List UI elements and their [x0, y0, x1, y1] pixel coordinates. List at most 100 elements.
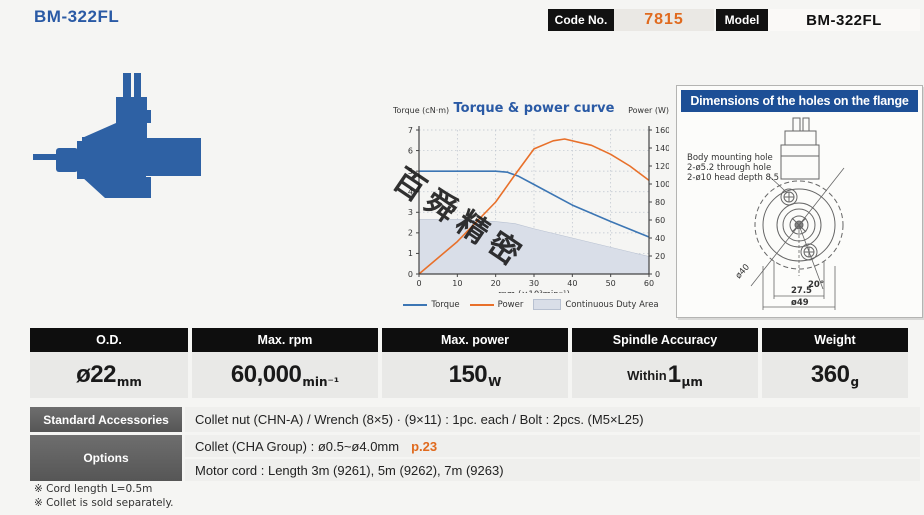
- standard-accessories-label: Standard Accessories: [30, 407, 182, 432]
- model-value: BM-322FL: [768, 9, 920, 31]
- torque-power-chart: 0 1 2 3 4 5 6 7 0 20 40 60 80 100 120 140 160 0 10 20 30 40 50…: [386, 97, 670, 313]
- options-stack: Collet (CHA Group) : ø0.5~ø4.0mm p.23 Moto…: [185, 435, 920, 481]
- svg-text:40: 40: [655, 234, 665, 243]
- spec-value-number: 60,000: [230, 361, 302, 388]
- legend-item-torque: Torque: [403, 299, 460, 310]
- spec-header-cell: Max. rpm: [192, 328, 378, 352]
- series-line-power: [418, 138, 650, 275]
- svg-text:3: 3: [408, 208, 413, 217]
- spec-value-unit: g: [850, 375, 860, 389]
- spec-value-cell: Within 1 μm: [572, 352, 758, 398]
- svg-text:120: 120: [655, 162, 669, 171]
- footnotes: ※ Cord length L=0.5m ※ Collet is sold se…: [34, 482, 174, 510]
- svg-text:10: 10: [452, 279, 462, 288]
- options-row: Motor cord : Length 3m (9261), 5m (9262)…: [185, 459, 920, 481]
- svg-text:0: 0: [416, 279, 421, 288]
- spec-value-prefix: Within: [627, 367, 667, 383]
- spec-value-number: 1: [667, 361, 681, 388]
- chart-x-axis-label: rpm (×10³min⁻¹): [498, 290, 570, 293]
- standard-accessories-row: Standard Accessories Collet nut (CHN-A) …: [30, 407, 920, 432]
- spec-header-cell: O.D.: [30, 328, 188, 352]
- spec-value-unit: W: [488, 375, 502, 389]
- legend-item-power: Power: [469, 299, 524, 310]
- legend-item-continuous-duty-area: Continuous Duty Area: [533, 299, 659, 310]
- flange-dim-width: 27.5: [791, 286, 812, 296]
- spec-value-number: 360: [810, 361, 850, 388]
- spec-value-number: 150: [448, 361, 488, 388]
- svg-text:80: 80: [655, 198, 665, 207]
- chart-right-axis-label: Power (W): [628, 106, 669, 115]
- spec-value-unit: mm: [116, 375, 142, 389]
- spec-value-cell: 150 W: [382, 352, 568, 398]
- accessories-section: Standard Accessories Collet nut (CHN-A) …: [30, 407, 920, 481]
- page-title: BM-322FL: [34, 7, 120, 26]
- spec-column-weight: Weight 360 g: [762, 328, 908, 398]
- code-no-value: 7815: [614, 9, 714, 31]
- flange-note-line1: Body mounting hole: [687, 153, 773, 163]
- flange-dim-angle: 20°: [808, 280, 824, 290]
- options-row: Collet (CHA Group) : ø0.5~ø4.0mm p.23: [185, 435, 920, 457]
- svg-text:40: 40: [567, 279, 577, 288]
- series-line-torque: [419, 170, 650, 238]
- spec-value-cell: ø22 mm: [30, 352, 188, 398]
- legend-line-swatch: [403, 303, 428, 306]
- spec-column-spindle-accuracy: Spindle Accuracy Within 1 μm: [572, 328, 758, 398]
- spec-column-max-rpm: Max. rpm 60,000 min⁻¹: [192, 328, 378, 398]
- legend-label: Continuous Duty Area: [565, 299, 659, 310]
- legend-label: Torque: [431, 299, 460, 310]
- code-no-badge: Code No.: [548, 9, 614, 31]
- spec-value-unit: min⁻¹: [302, 375, 340, 389]
- flange-panel-header: Dimensions of the holes on the flange: [681, 90, 918, 112]
- svg-text:100: 100: [655, 180, 669, 189]
- svg-text:160: 160: [655, 126, 669, 135]
- svg-text:2: 2: [408, 229, 413, 238]
- svg-text:0: 0: [655, 270, 660, 279]
- chart-plot: 0 1 2 3 4 5 6 7 0 20 40 60 80 100 120 140 160 0 10 20 30 40 50…: [392, 101, 670, 300]
- spec-value-cell: 60,000 min⁻¹: [192, 352, 378, 398]
- spec-table: O.D. ø22 mm Max. rpm 60,000 min⁻¹ Max. power 15…: [30, 328, 908, 398]
- product-silhouette-image: [33, 73, 201, 198]
- flange-note-line2: 2-ø5.2 through hole: [687, 163, 771, 173]
- flange-panel: Dimensions of the holes on the flange: [676, 85, 923, 318]
- options-row-text: Motor cord : Length 3m (9261), 5m (9262)…: [195, 462, 504, 478]
- spec-value-cell: 360 g: [762, 352, 908, 398]
- legend-line-swatch: [469, 303, 494, 306]
- code-model-strip: Code No. 7815 Model BM-322FL: [548, 9, 920, 31]
- svg-text:140: 140: [655, 144, 669, 153]
- flange-dim-pitch: ø40: [734, 262, 752, 281]
- svg-text:4: 4: [408, 188, 413, 197]
- svg-text:50: 50: [606, 279, 616, 288]
- svg-text:20: 20: [655, 252, 665, 261]
- svg-text:30: 30: [529, 279, 539, 288]
- standard-accessories-value: Collet nut (CHN-A) / Wrench (8×5) · (9×1…: [185, 407, 920, 432]
- legend-area-swatch: [533, 299, 562, 310]
- svg-text:1: 1: [408, 249, 413, 258]
- footnote: ※ Cord length L=0.5m: [34, 483, 153, 495]
- flange-note-line3: 2-ø10 head depth 8.5: [687, 173, 779, 183]
- spec-header-cell: Spindle Accuracy: [572, 328, 758, 352]
- flange-diagram: Body mounting hole 2-ø5.2 through hole 2…: [687, 117, 845, 310]
- footnote: ※ Collet is sold separately.: [34, 497, 174, 510]
- chart-left-axis-label: Torque (cN·m): [393, 106, 449, 115]
- svg-text:60: 60: [644, 279, 654, 288]
- spec-value-unit: μm: [681, 375, 703, 389]
- legend-label: Power: [497, 299, 524, 310]
- chart-legend: Torque Power Continuous Duty Area: [393, 299, 669, 310]
- page-ref-link[interactable]: p.23: [411, 438, 438, 454]
- options-label: Options: [30, 435, 182, 481]
- svg-text:5: 5: [408, 167, 413, 176]
- options-row-group: Options Collet (CHA Group) : ø0.5~ø4.0mm…: [30, 435, 920, 481]
- svg-text:7: 7: [408, 126, 413, 135]
- spec-value-number: ø22: [76, 361, 116, 388]
- svg-text:60: 60: [655, 216, 665, 225]
- spec-header-cell: Max. power: [382, 328, 568, 352]
- svg-text:6: 6: [408, 146, 413, 155]
- model-badge: Model: [716, 9, 768, 31]
- chart-title: Torque & power curve: [454, 101, 615, 116]
- spec-column-o-d-: O.D. ø22 mm: [30, 328, 188, 398]
- svg-text:0: 0: [408, 270, 413, 279]
- flange-dim-outer: ø49: [791, 298, 809, 308]
- spec-column-max-power: Max. power 150 W: [382, 328, 568, 398]
- svg-text:20: 20: [491, 279, 501, 288]
